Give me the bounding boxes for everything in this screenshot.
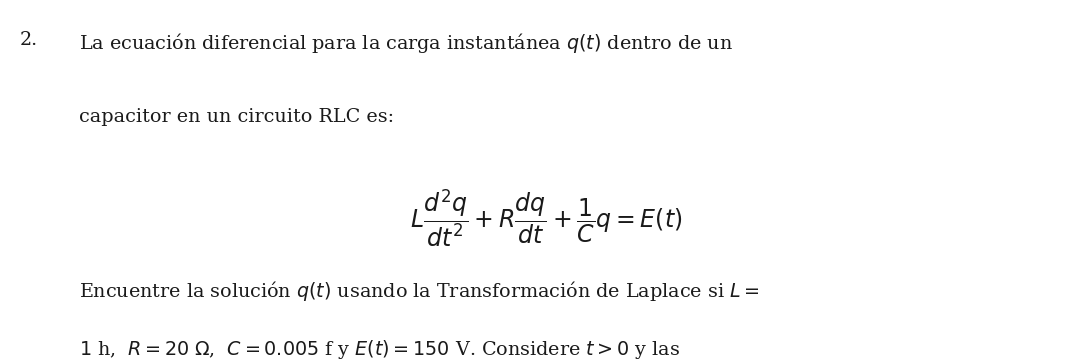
- Text: 2.: 2.: [20, 31, 38, 49]
- Text: $1$ h,  $R = 20\;\Omega$,  $C = 0.005$ f y $E(t) = 150$ V. Considere $t > 0$ y l: $1$ h, $R = 20\;\Omega$, $C = 0.005$ f y…: [79, 338, 680, 360]
- Text: $L\dfrac{d^{2}q}{dt^{2}} + R\dfrac{dq}{dt} + \dfrac{1}{C}q = E(t)$: $L\dfrac{d^{2}q}{dt^{2}} + R\dfrac{dq}{d…: [410, 187, 682, 249]
- Text: Encuentre la solución $q(t)$ usando la Transformación de Laplace si $L =$: Encuentre la solución $q(t)$ usando la T…: [79, 279, 759, 303]
- Text: capacitor en un circuito RLC es:: capacitor en un circuito RLC es:: [79, 108, 394, 126]
- Text: La ecuación diferencial para la carga instantánea $q(t)$ dentro de un: La ecuación diferencial para la carga in…: [79, 31, 733, 55]
